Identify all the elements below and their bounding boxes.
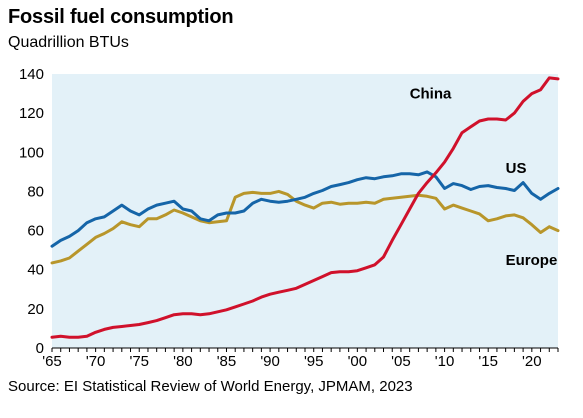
y-axis: 0 20 40 60 80 100 120 140: [19, 66, 44, 357]
y-tick-label: 40: [27, 262, 44, 279]
x-tick-label: '95: [304, 353, 324, 370]
chart-subtitle: Quadrillion BTUs: [8, 34, 129, 51]
y-tick-label: 100: [19, 144, 44, 161]
series-labels: China US Europe: [410, 86, 558, 269]
series-label-us: US: [506, 160, 527, 177]
x-tick-label: '70: [86, 353, 106, 370]
y-tick-label: 140: [19, 66, 44, 83]
x-tick-label: '00: [348, 353, 368, 370]
series-lines: [50, 76, 560, 339]
series-line-china: [50, 76, 560, 339]
source-note: Source: EI Statistical Review of World E…: [8, 378, 413, 395]
x-tick-label: '15: [478, 353, 498, 370]
y-tick-label: 20: [27, 301, 44, 318]
x-tick-label: '90: [260, 353, 280, 370]
series-line-europe: [50, 189, 560, 265]
series-label-china: China: [410, 86, 452, 103]
x-tick-label: '85: [217, 353, 237, 370]
x-tick-label: '65: [42, 353, 62, 370]
series-line-us: [50, 170, 560, 248]
series-label-europe: Europe: [506, 252, 558, 269]
x-tick-label: '20: [522, 353, 542, 370]
x-tick-label: '80: [173, 353, 193, 370]
y-tick-label: 80: [27, 183, 44, 200]
x-tick-label: '75: [129, 353, 149, 370]
chart-title: Fossil fuel consumption: [8, 6, 234, 28]
y-tick-label: 120: [19, 105, 44, 122]
x-axis: '65 '70 '75 '80 '85 '90 '95 '00 '05 '10 '15 '20: [42, 347, 559, 370]
x-tick-label: '10: [435, 353, 455, 370]
y-tick-label: 60: [27, 223, 44, 240]
x-tick-label: '05: [391, 353, 411, 370]
y-tick-label: 0: [36, 340, 44, 357]
